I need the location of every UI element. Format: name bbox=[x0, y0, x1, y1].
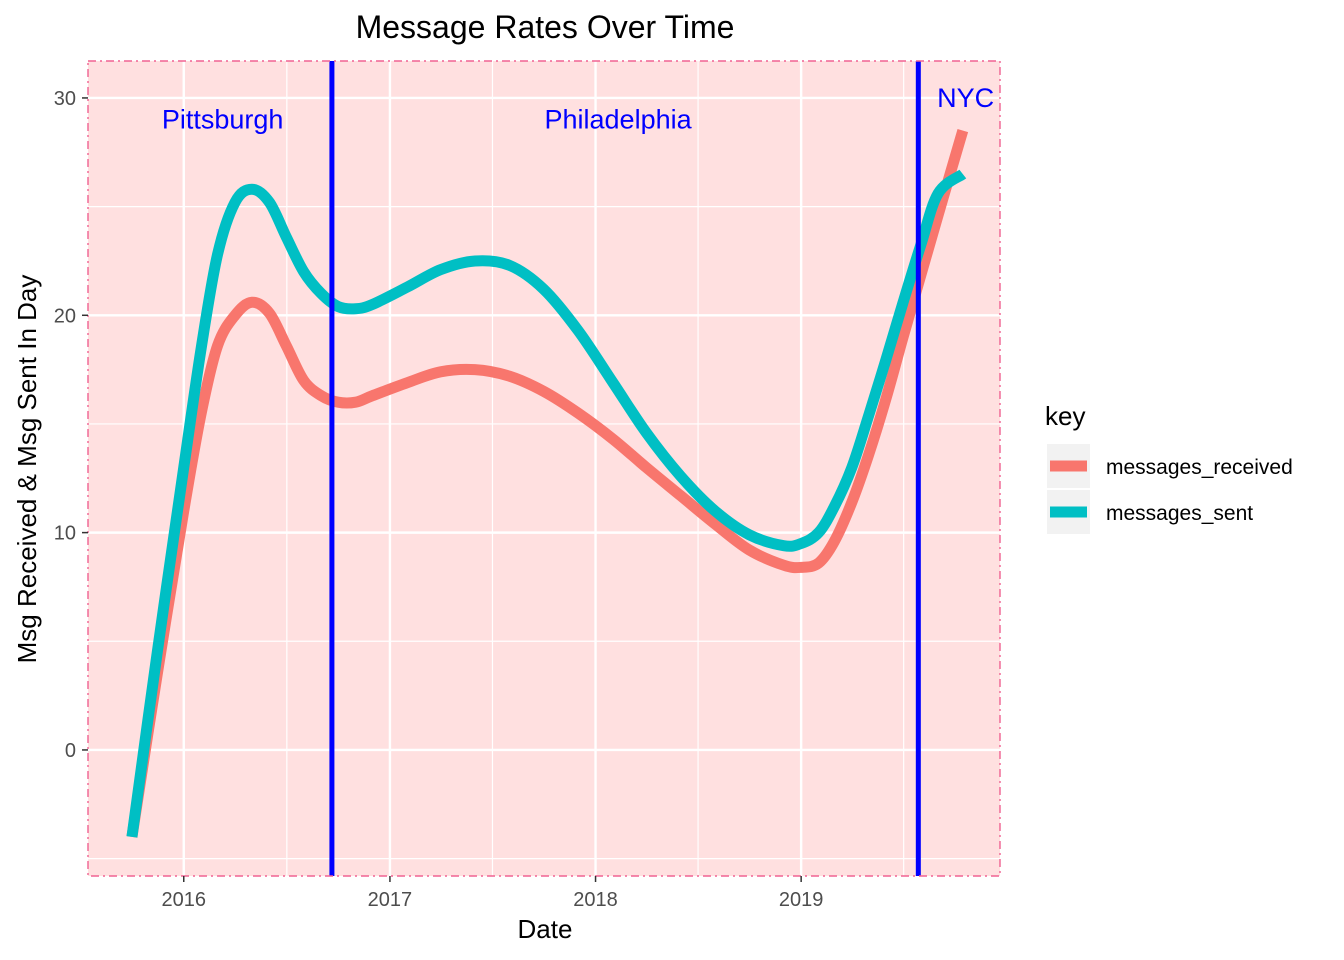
x-tick-label: 2016 bbox=[162, 889, 207, 911]
series-line-messages-sent bbox=[126, 169, 967, 838]
panel-border bbox=[87, 60, 1001, 877]
legend-label: messages_sent bbox=[1106, 502, 1253, 525]
minor-gridlines bbox=[88, 61, 1000, 876]
chart-title: Message Rates Over Time bbox=[356, 9, 735, 45]
region-label: Pittsburgh bbox=[162, 105, 284, 135]
y-tick-label: 10 bbox=[54, 523, 76, 545]
y-axis-title: Msg Received & Msg Sent In Day bbox=[12, 275, 42, 664]
x-tick-label: 2019 bbox=[779, 889, 824, 911]
legend-item: messages_received bbox=[1047, 444, 1293, 488]
region-label: NYC bbox=[937, 83, 994, 113]
y-axis: 0 10 20 30 bbox=[54, 88, 88, 762]
x-tick-label: 2017 bbox=[368, 889, 413, 911]
legend-item: messages_sent bbox=[1047, 490, 1253, 534]
y-tick-label: 0 bbox=[65, 740, 76, 762]
legend-label: messages_received bbox=[1106, 456, 1293, 479]
y-tick-label: 30 bbox=[54, 88, 76, 110]
plot-panel: Pittsburgh Philadelphia NYC bbox=[87, 60, 1001, 877]
region-label: Philadelphia bbox=[545, 105, 693, 135]
series-line-messages-received bbox=[126, 129, 969, 838]
y-tick-label: 20 bbox=[54, 305, 76, 327]
x-axis-title: Date bbox=[518, 914, 573, 944]
legend-title: key bbox=[1045, 401, 1085, 431]
legend: key messages_received messages_sent bbox=[1045, 401, 1293, 534]
x-axis: 2016 2017 2018 2019 bbox=[162, 876, 824, 911]
x-tick-label: 2018 bbox=[573, 889, 618, 911]
